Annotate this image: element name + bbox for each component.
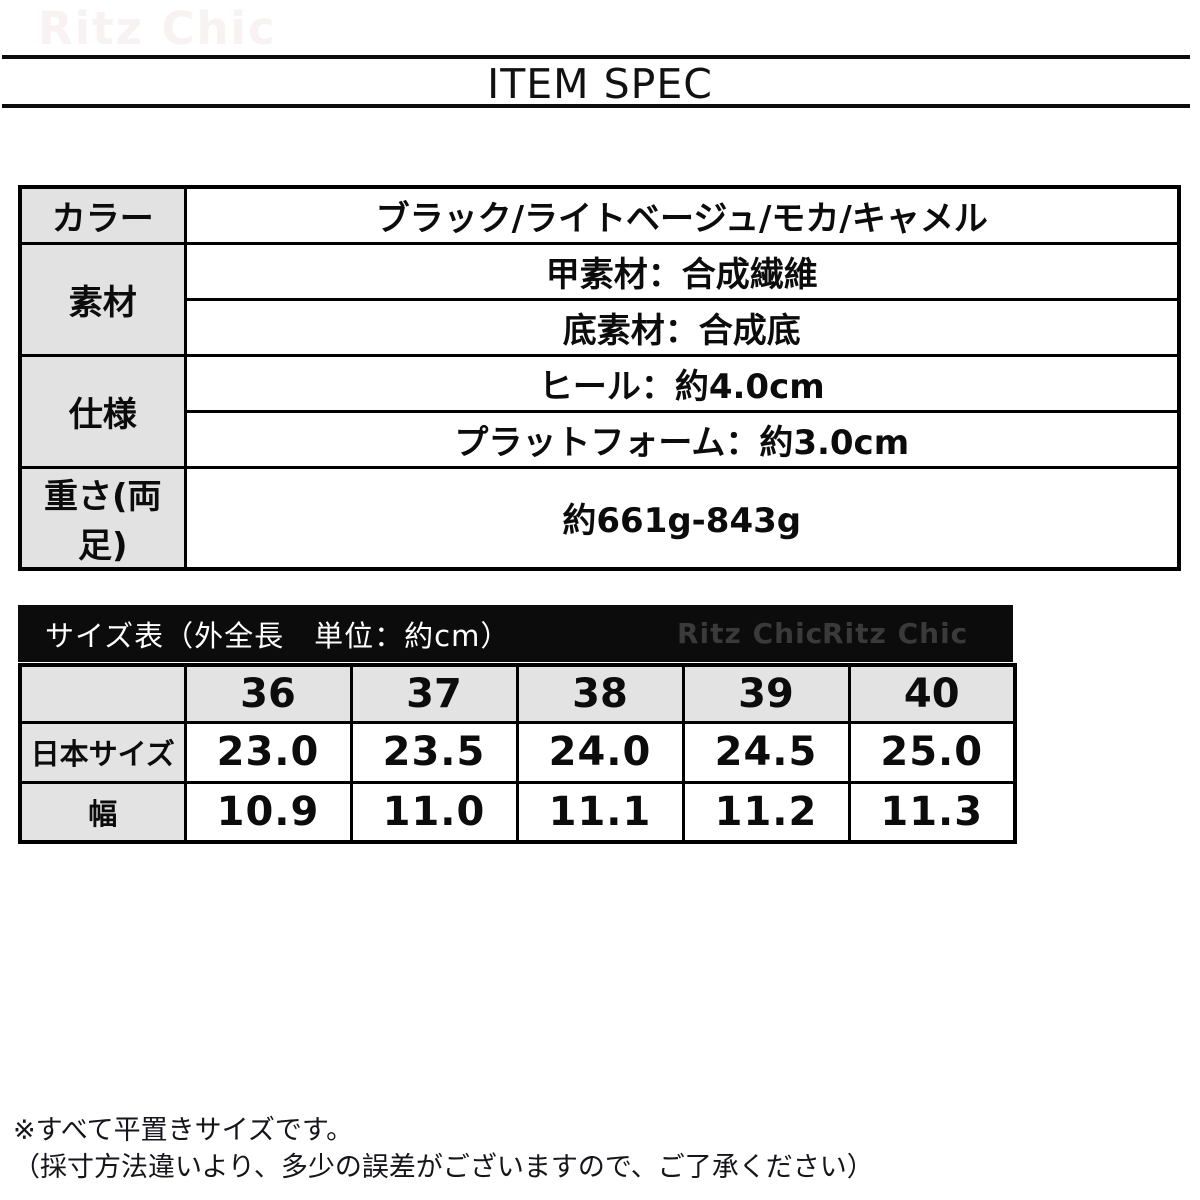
size-corner-cell — [18, 663, 187, 724]
size-value: 24.0 — [515, 720, 685, 784]
title-rule-bottom — [2, 104, 1190, 108]
size-value: 24.5 — [681, 720, 851, 784]
title-rule-top — [2, 55, 1190, 59]
size-header-row: 36 37 38 39 40 — [18, 663, 1017, 724]
size-value: 10.9 — [183, 780, 353, 844]
size-value: 11.2 — [681, 780, 851, 844]
note-line-1: ※すべて平置きサイズです。 — [13, 1115, 354, 1146]
size-row-label-width: 幅 — [18, 780, 187, 844]
spec-label-material: 素材 — [18, 241, 187, 357]
size-row-label-japan: 日本サイズ — [18, 720, 187, 784]
size-table: 36 37 38 39 40 日本サイズ 23.0 23.5 24.0 24.5… — [18, 663, 1017, 844]
measurement-notes: ※すべて平置きサイズです。 （採寸方法違いより、多少の誤差がございますので、ご了… — [13, 1112, 874, 1186]
table-row: カラー ブラック/ライトベージュ/モカ/キャメル — [18, 185, 1181, 245]
table-row: 底素材：合成底 — [20, 297, 1181, 357]
spec-label-specs: 仕様 — [18, 353, 187, 469]
size-col-36: 36 — [183, 663, 353, 724]
size-col-40: 40 — [847, 663, 1017, 724]
note-line-2: （採寸方法違いより、多少の誤差がございますので、ご了承ください） — [13, 1152, 874, 1183]
size-value: 23.5 — [349, 720, 519, 784]
spec-value-upper-material: 甲素材：合成繊維 — [183, 241, 1181, 301]
size-value: 11.0 — [349, 780, 519, 844]
table-row: 重さ(両足) 約661g-843g — [18, 465, 1181, 570]
spec-value-weight: 約661g-843g — [183, 465, 1181, 570]
spec-table: カラー ブラック/ライトベージュ/モカ/キャメル 素材 甲素材：合成繊維 底素材… — [18, 185, 1181, 571]
spec-value-platform: プラットフォーム：約3.0cm — [183, 409, 1181, 469]
size-col-38: 38 — [515, 663, 685, 724]
size-value: 11.1 — [515, 780, 685, 844]
spec-value-heel: ヒール：約4.0cm — [183, 353, 1181, 413]
table-row: 仕様 ヒール：約4.0cm — [18, 353, 1181, 469]
brand-watermark: Ritz Chic — [38, 2, 277, 55]
table-row: 日本サイズ 23.0 23.5 24.0 24.5 25.0 — [18, 720, 1017, 784]
spec-value-sole-material: 底素材：合成底 — [183, 297, 1181, 357]
spec-label-color: カラー — [18, 185, 187, 245]
brand-watermark: Ritz Chic — [677, 617, 824, 650]
page-title: ITEM SPEC — [487, 60, 713, 108]
size-table-title: サイズ表（外全長 単位：約cm） — [45, 618, 511, 653]
size-table-header-bar: サイズ表（外全長 単位：約cm） Ritz Chic Ritz Chic — [18, 605, 1013, 662]
spec-label-weight: 重さ(両足) — [18, 465, 187, 570]
size-col-39: 39 — [681, 663, 851, 724]
size-value: 25.0 — [847, 720, 1017, 784]
brand-watermark: Ritz Chic — [822, 617, 969, 650]
size-value: 11.3 — [847, 780, 1017, 844]
table-row: 幅 10.9 11.0 11.1 11.2 11.3 — [18, 780, 1017, 844]
table-row: 素材 甲素材：合成繊維 — [18, 241, 1181, 357]
table-row: プラットフォーム：約3.0cm — [20, 409, 1181, 469]
spec-value-color: ブラック/ライトベージュ/モカ/キャメル — [183, 185, 1181, 245]
size-value: 23.0 — [183, 720, 353, 784]
size-col-37: 37 — [349, 663, 519, 724]
